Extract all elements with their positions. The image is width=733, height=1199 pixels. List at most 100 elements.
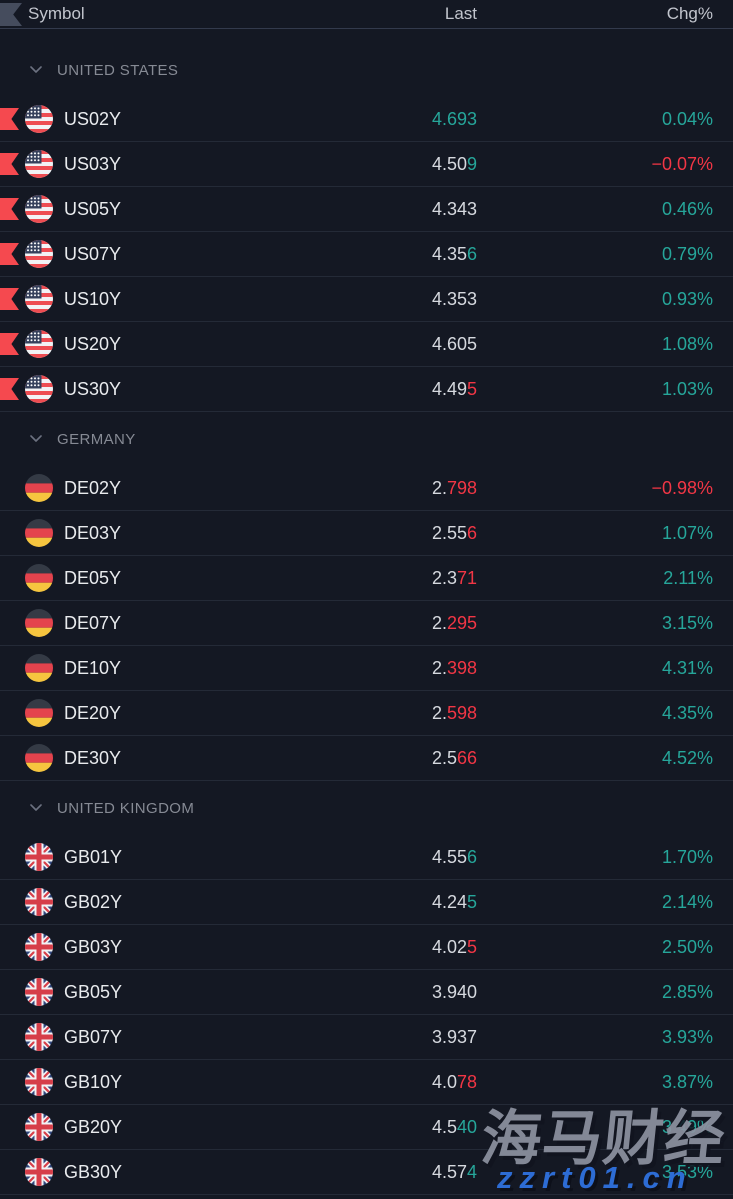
chg-value: 1.03% — [661, 378, 713, 399]
symbol-label: GB05Y — [64, 981, 123, 1002]
flag-marker-icon[interactable] — [0, 153, 19, 175]
last-value: 4.495 — [431, 378, 477, 399]
us-flag-icon — [25, 105, 53, 133]
de-flag-icon — [25, 609, 53, 637]
de-flag-icon — [25, 744, 53, 772]
chg-value: 2.50% — [661, 936, 713, 957]
last-value: 2.566 — [431, 747, 477, 768]
table-row[interactable]: GB20Y 4.540 3.49% — [0, 1105, 733, 1150]
last-value: 4.245 — [431, 891, 477, 912]
chg-value: 2.85% — [661, 981, 713, 1002]
chg-value: 0.93% — [661, 288, 713, 309]
table-row[interactable]: US10Y 4.353 0.93% — [0, 277, 733, 322]
last-value: 4.078 — [431, 1071, 477, 1092]
symbol-label: US03Y — [64, 153, 122, 174]
gb-flag-icon — [25, 888, 53, 916]
table-row[interactable]: DE05Y 2.371 2.11% — [0, 556, 733, 601]
chg-value: 0.79% — [661, 243, 713, 264]
gb-flag-icon — [25, 1068, 53, 1096]
flag-marker-icon[interactable] — [0, 198, 19, 220]
table-row[interactable]: US05Y 4.343 0.46% — [0, 187, 733, 232]
chg-value: 0.46% — [661, 198, 713, 219]
symbol-label: DE30Y — [64, 747, 122, 768]
flag-marker-icon[interactable] — [0, 243, 19, 265]
table-row[interactable]: GB03Y 4.025 2.50% — [0, 925, 733, 970]
group-header[interactable]: UNITED KINGDOM — [0, 781, 733, 835]
chevron-down-icon[interactable] — [30, 435, 42, 443]
us-flag-icon — [25, 240, 53, 268]
symbol-label: GB07Y — [64, 1026, 123, 1047]
symbol-label: US10Y — [64, 288, 122, 309]
group-rows: DE02Y 2.798 −0.98% DE03Y 2.556 1.07% DE0… — [0, 466, 733, 781]
watchlist: UNITED STATES US02Y 4.693 0.04% — [0, 43, 733, 1195]
de-flag-icon — [25, 654, 53, 682]
flag-marker-icon[interactable] — [0, 288, 19, 310]
us-flag-icon — [25, 375, 53, 403]
last-value: 4.574 — [431, 1161, 477, 1182]
last-value: 4.693 — [431, 108, 477, 129]
last-value: 2.398 — [431, 657, 477, 678]
chevron-down-icon[interactable] — [30, 804, 42, 812]
table-row[interactable]: DE20Y 2.598 4.35% — [0, 691, 733, 736]
table-row[interactable]: US20Y 4.605 1.08% — [0, 322, 733, 367]
last-value: 2.598 — [431, 702, 477, 723]
chg-value: 3.93% — [661, 1026, 713, 1047]
symbol-label: US02Y — [64, 108, 122, 129]
table-row[interactable]: DE03Y 2.556 1.07% — [0, 511, 733, 556]
chg-column-header[interactable]: Chg% — [666, 4, 713, 23]
symbol-label: DE10Y — [64, 657, 122, 678]
table-row[interactable]: US07Y 4.356 0.79% — [0, 232, 733, 277]
symbol-label: GB02Y — [64, 891, 123, 912]
gb-flag-icon — [25, 978, 53, 1006]
symbol-label: GB01Y — [64, 846, 123, 867]
chg-value: 2.14% — [661, 891, 713, 912]
table-row[interactable]: GB07Y 3.937 3.93% — [0, 1015, 733, 1060]
flag-marker-icon[interactable] — [0, 378, 19, 400]
table-row[interactable]: US30Y 4.495 1.03% — [0, 367, 733, 412]
chg-value: −0.07% — [651, 153, 713, 174]
table-row[interactable]: GB10Y 4.078 3.87% — [0, 1060, 733, 1105]
symbol-label: US07Y — [64, 243, 122, 264]
table-row[interactable]: US03Y 4.509 −0.07% — [0, 142, 733, 187]
table-row[interactable]: DE30Y 2.566 4.52% — [0, 736, 733, 781]
flag-all-icon[interactable] — [0, 3, 22, 26]
table-row[interactable]: DE02Y 2.798 −0.98% — [0, 466, 733, 511]
flag-marker-icon[interactable] — [0, 108, 19, 130]
table-row[interactable]: US02Y 4.693 0.04% — [0, 97, 733, 142]
last-value: 3.937 — [431, 1026, 477, 1047]
symbol-label: GB10Y — [64, 1071, 123, 1092]
symbol-label: DE03Y — [64, 522, 122, 543]
last-value: 4.540 — [431, 1116, 477, 1137]
us-flag-icon — [25, 150, 53, 178]
chg-value: 3.87% — [661, 1071, 713, 1092]
last-value: 3.940 — [431, 981, 477, 1002]
gb-flag-icon — [25, 933, 53, 961]
table-row[interactable]: GB30Y 4.574 3.53% — [0, 1150, 733, 1195]
flag-marker-icon[interactable] — [0, 333, 19, 355]
chg-value: 3.49% — [661, 1116, 713, 1137]
chevron-down-icon[interactable] — [30, 66, 42, 74]
last-value: 2.556 — [431, 522, 477, 543]
last-value: 4.343 — [431, 198, 477, 219]
group-rows: US02Y 4.693 0.04% US03Y 4.509 −0.07% — [0, 97, 733, 412]
last-column-header[interactable]: Last — [444, 4, 477, 23]
symbol-group: GERMANY DE02Y 2.798 −0.98% DE03Y 2.556 1… — [0, 412, 733, 781]
de-flag-icon — [25, 519, 53, 547]
chg-value: 0.04% — [661, 108, 713, 129]
symbol-group: UNITED STATES US02Y 4.693 0.04% — [0, 43, 733, 412]
table-row[interactable]: DE07Y 2.295 3.15% — [0, 601, 733, 646]
table-row[interactable]: GB02Y 4.245 2.14% — [0, 880, 733, 925]
table-row[interactable]: DE10Y 2.398 4.31% — [0, 646, 733, 691]
group-header[interactable]: UNITED STATES — [0, 43, 733, 97]
group-header[interactable]: GERMANY — [0, 412, 733, 466]
symbol-column-header[interactable]: Symbol — [28, 4, 85, 23]
watchlist-column-header: Symbol Last Chg% — [0, 0, 733, 29]
last-value: 4.356 — [431, 243, 477, 264]
group-label: UNITED STATES — [57, 61, 179, 79]
us-flag-icon — [25, 285, 53, 313]
table-row[interactable]: GB05Y 3.940 2.85% — [0, 970, 733, 1015]
last-value: 2.295 — [431, 612, 477, 633]
us-flag-icon — [25, 330, 53, 358]
table-row[interactable]: GB01Y 4.556 1.70% — [0, 835, 733, 880]
de-flag-icon — [25, 699, 53, 727]
